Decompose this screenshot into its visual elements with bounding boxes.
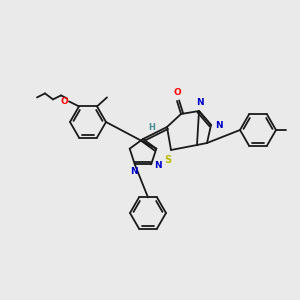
Text: N: N xyxy=(196,98,204,107)
Text: N: N xyxy=(130,167,138,176)
Text: S: S xyxy=(164,155,172,165)
Text: N: N xyxy=(215,121,223,130)
Text: O: O xyxy=(173,88,181,97)
Text: O: O xyxy=(60,97,68,106)
Text: H: H xyxy=(148,122,155,131)
Text: N: N xyxy=(154,161,162,170)
